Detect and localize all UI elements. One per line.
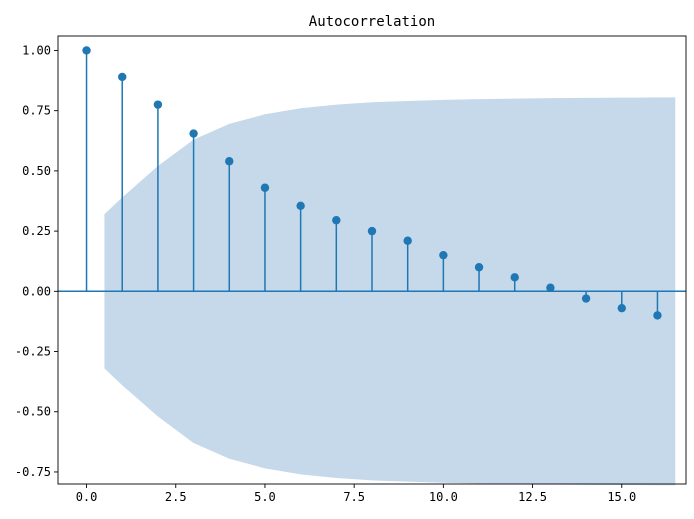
y-tick-label: 0.75 (22, 104, 51, 118)
marker-lag-2 (153, 100, 163, 109)
y-axis-ticks: 1.00 0.75 0.50 0.25 0.00 -0.25 -0.50 -0.75 (15, 43, 58, 479)
marker-lag-16 (653, 311, 662, 320)
y-tick-label: 0.25 (22, 224, 51, 238)
marker-lag-10 (439, 250, 448, 260)
marker-lag-7 (332, 216, 341, 225)
axes-frame-layer (57, 35, 687, 485)
marker-lag-0 (82, 46, 91, 55)
y-tick-label: 0.00 (22, 284, 51, 298)
marker-lag-3 (189, 129, 198, 138)
marker-lag-1 (118, 72, 127, 82)
x-tick-label: 7.5 (343, 490, 365, 504)
y-tick-label: -0.50 (15, 405, 51, 419)
stem-layer (85, 50, 659, 316)
x-tick-label: 12.5 (518, 490, 547, 504)
marker-lag-5 (260, 183, 270, 192)
marker-lag-15 (617, 303, 626, 313)
marker-lag-9 (403, 236, 412, 245)
marker-lag-4 (225, 157, 234, 166)
y-tick-label: 1.00 (22, 43, 51, 57)
x-tick-label: 2.5 (165, 490, 187, 504)
marker-lag-8 (367, 226, 377, 236)
marker-lag-6 (296, 201, 305, 211)
marker-lag-11 (474, 263, 484, 272)
marker-layer (82, 46, 662, 320)
marker-lag-14 (581, 294, 591, 303)
marker-lag-13 (546, 283, 555, 292)
x-tick-label: 5.0 (254, 490, 276, 504)
marker-lag-12 (510, 273, 519, 282)
x-tick-label: 0.0 (76, 490, 98, 504)
y-tick-label: 0.50 (22, 164, 51, 178)
y-tick-label: -0.75 (15, 465, 51, 479)
x-tick-label: 10.0 (429, 490, 458, 504)
y-tick-label: -0.25 (15, 345, 51, 359)
x-axis-ticks: 0.0 2.5 5.0 7.5 10.0 12.5 15.0 (76, 484, 636, 504)
x-tick-label: 15.0 (607, 490, 636, 504)
axes-frame (57, 35, 687, 485)
chart-title: Autocorrelation (309, 14, 435, 30)
